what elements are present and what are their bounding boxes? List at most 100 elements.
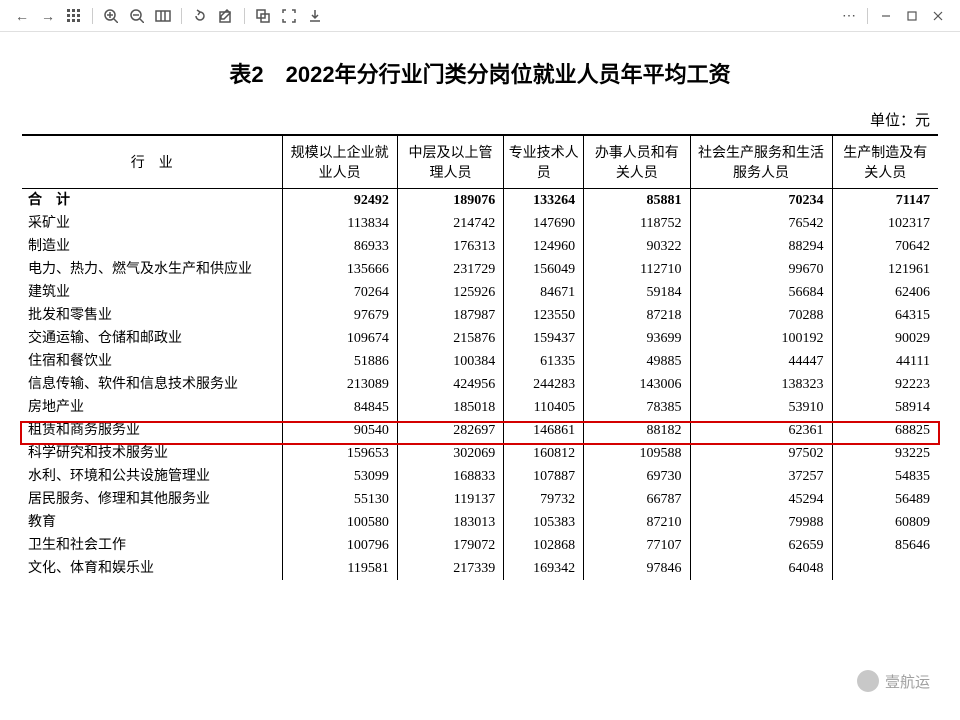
table-row: 制造业86933176313124960903228829470642 — [22, 235, 938, 258]
row-value: 156049 — [504, 258, 584, 281]
row-value: 66787 — [584, 488, 690, 511]
row-value: 159437 — [504, 327, 584, 350]
row-value: 213089 — [282, 373, 397, 396]
row-value: 62659 — [690, 534, 832, 557]
row-value: 77107 — [584, 534, 690, 557]
row-value: 60809 — [832, 511, 938, 534]
row-value: 183013 — [397, 511, 503, 534]
row-value: 86933 — [282, 235, 397, 258]
table-header-row: 行 业 规模以上企业就业人员 中层及以上管理人员 专业技术人员 办事人员和有关人… — [22, 135, 938, 189]
row-value: 133264 — [504, 189, 584, 213]
row-value: 56684 — [690, 281, 832, 304]
row-value: 302069 — [397, 442, 503, 465]
row-value: 85881 — [584, 189, 690, 213]
row-value: 93699 — [584, 327, 690, 350]
watermark-text: 壹航运 — [885, 671, 930, 692]
edit-icon[interactable] — [214, 4, 238, 28]
row-value: 70264 — [282, 281, 397, 304]
row-value: 160812 — [504, 442, 584, 465]
zoom-out-icon[interactable] — [125, 4, 149, 28]
row-value: 62361 — [690, 419, 832, 442]
col-industry: 行 业 — [22, 135, 282, 189]
row-label: 建筑业 — [22, 281, 282, 304]
col-1: 规模以上企业就业人员 — [282, 135, 397, 189]
row-value: 88182 — [584, 419, 690, 442]
separator — [867, 8, 868, 24]
row-value: 105383 — [504, 511, 584, 534]
row-value: 54835 — [832, 465, 938, 488]
grid-icon[interactable] — [62, 4, 86, 28]
row-value: 37257 — [690, 465, 832, 488]
row-label: 水利、环境和公共设施管理业 — [22, 465, 282, 488]
row-value: 78385 — [584, 396, 690, 419]
row-value: 51886 — [282, 350, 397, 373]
fit-width-icon[interactable] — [151, 4, 175, 28]
row-value: 179072 — [397, 534, 503, 557]
separator — [244, 8, 245, 24]
row-value: 70642 — [832, 235, 938, 258]
row-value: 121961 — [832, 258, 938, 281]
col-4: 办事人员和有关人员 — [584, 135, 690, 189]
row-value: 110405 — [504, 396, 584, 419]
zoom-in-icon[interactable] — [99, 4, 123, 28]
row-value: 214742 — [397, 212, 503, 235]
row-value: 70234 — [690, 189, 832, 213]
row-value: 87218 — [584, 304, 690, 327]
row-value: 87210 — [584, 511, 690, 534]
col-3: 专业技术人员 — [504, 135, 584, 189]
table-row: 批发和零售业97679187987123550872187028864315 — [22, 304, 938, 327]
row-value: 55130 — [282, 488, 397, 511]
row-value: 68825 — [832, 419, 938, 442]
row-value: 76542 — [690, 212, 832, 235]
back-icon[interactable]: ← — [10, 4, 34, 28]
forward-icon[interactable]: → — [36, 4, 60, 28]
row-value: 109588 — [584, 442, 690, 465]
minimize-icon[interactable] — [874, 4, 898, 28]
row-label: 批发和零售业 — [22, 304, 282, 327]
table-row: 教育100580183013105383872107998860809 — [22, 511, 938, 534]
row-label: 文化、体育和娱乐业 — [22, 557, 282, 580]
row-label: 居民服务、修理和其他服务业 — [22, 488, 282, 511]
table-row: 科学研究和技术服务业159653302069160812109588975029… — [22, 442, 938, 465]
row-value: 244283 — [504, 373, 584, 396]
row-value: 44111 — [832, 350, 938, 373]
row-label: 电力、热力、燃气及水生产和供应业 — [22, 258, 282, 281]
fullscreen-icon[interactable] — [277, 4, 301, 28]
row-value: 92492 — [282, 189, 397, 213]
row-value: 64048 — [690, 557, 832, 580]
row-value: 49885 — [584, 350, 690, 373]
rotate-left-icon[interactable] — [188, 4, 212, 28]
col-5: 社会生产服务和生活服务人员 — [690, 135, 832, 189]
separator — [92, 8, 93, 24]
row-value: 100384 — [397, 350, 503, 373]
row-value: 79988 — [690, 511, 832, 534]
row-value: 88294 — [690, 235, 832, 258]
row-label: 房地产业 — [22, 396, 282, 419]
row-value: 97679 — [282, 304, 397, 327]
row-value: 119137 — [397, 488, 503, 511]
row-value: 102317 — [832, 212, 938, 235]
table-row: 交通运输、仓储和邮政业10967421587615943793699100192… — [22, 327, 938, 350]
row-value: 119581 — [282, 557, 397, 580]
row-value: 56489 — [832, 488, 938, 511]
row-value: 100580 — [282, 511, 397, 534]
row-value: 45294 — [690, 488, 832, 511]
row-label: 信息传输、软件和信息技术服务业 — [22, 373, 282, 396]
more-icon[interactable]: ⋯ — [837, 4, 861, 28]
table-row: 房地产业84845185018110405783855391058914 — [22, 396, 938, 419]
table-row: 卫生和社会工作100796179072102868771076265985646 — [22, 534, 938, 557]
row-value: 84671 — [504, 281, 584, 304]
close-icon[interactable] — [926, 4, 950, 28]
row-value: 100192 — [690, 327, 832, 350]
row-value: 123550 — [504, 304, 584, 327]
row-value: 113834 — [282, 212, 397, 235]
download-icon[interactable] — [303, 4, 327, 28]
table-row: 采矿业11383421474214769011875276542102317 — [22, 212, 938, 235]
row-value: 100796 — [282, 534, 397, 557]
unit-label: 单位：元 — [0, 109, 960, 130]
copy-icon[interactable] — [251, 4, 275, 28]
row-value: 92223 — [832, 373, 938, 396]
col-2: 中层及以上管理人员 — [397, 135, 503, 189]
maximize-icon[interactable] — [900, 4, 924, 28]
row-label: 制造业 — [22, 235, 282, 258]
